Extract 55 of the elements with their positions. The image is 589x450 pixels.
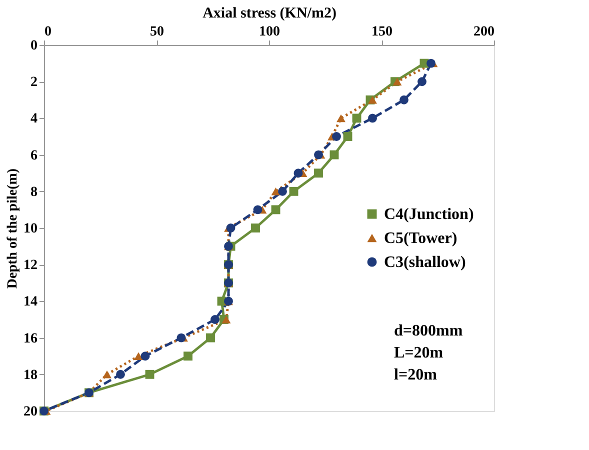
point — [332, 132, 341, 141]
point — [314, 150, 323, 160]
point — [400, 95, 408, 104]
x-tick-label: 0 — [44, 24, 52, 40]
point — [226, 224, 236, 232]
point — [184, 352, 192, 361]
point — [330, 150, 339, 160]
point — [352, 114, 362, 123]
y-tick-label: 18 — [24, 368, 38, 383]
y-tick-label: 2 — [30, 75, 38, 90]
point — [343, 132, 352, 141]
point — [271, 205, 280, 214]
y-tick-label: 6 — [30, 148, 38, 164]
y-tick-label: 16 — [24, 331, 38, 346]
x-axis-title: Axial stress (KN/m2) — [202, 6, 336, 22]
point — [253, 205, 262, 214]
annotation: d=800mm — [394, 322, 464, 340]
annotation: L=20m — [394, 344, 444, 362]
y-tick-label: 8 — [30, 184, 38, 200]
legend-label: C5(Tower) — [384, 230, 458, 248]
point — [145, 370, 154, 379]
point — [102, 370, 112, 378]
point — [210, 315, 220, 324]
point — [426, 58, 436, 68]
point — [116, 370, 125, 379]
y-tick-label: 12 — [24, 258, 38, 274]
point — [294, 168, 303, 178]
y-tick-label: 0 — [30, 38, 38, 54]
point — [314, 168, 323, 178]
y-tick-label: 4 — [30, 112, 38, 127]
point — [222, 316, 231, 324]
point — [251, 224, 260, 232]
y-axis-title: Depth of the pile(m) — [6, 168, 20, 289]
point — [418, 77, 426, 86]
y-tick-label: 20 — [24, 404, 38, 420]
x-tick-label: 150 — [372, 24, 392, 40]
y-tick-label: 10 — [24, 222, 38, 236]
legend-label: C4(Junction) — [384, 206, 474, 224]
x-tick-label: 100 — [259, 24, 280, 40]
point — [278, 186, 287, 196]
y-tick-label: 14 — [24, 294, 38, 310]
annotation: l=20m — [394, 366, 438, 384]
point — [392, 78, 402, 86]
point — [134, 352, 143, 360]
point — [336, 114, 346, 122]
point — [368, 96, 377, 104]
x-tick-label: 200 — [474, 24, 494, 40]
x-tick-label: 50 — [150, 24, 164, 40]
point — [176, 333, 186, 342]
legend-label: C3(shallow) — [384, 254, 466, 272]
point — [206, 333, 215, 342]
point — [140, 352, 150, 361]
point — [289, 186, 298, 196]
point — [368, 114, 377, 123]
point — [271, 188, 280, 196]
